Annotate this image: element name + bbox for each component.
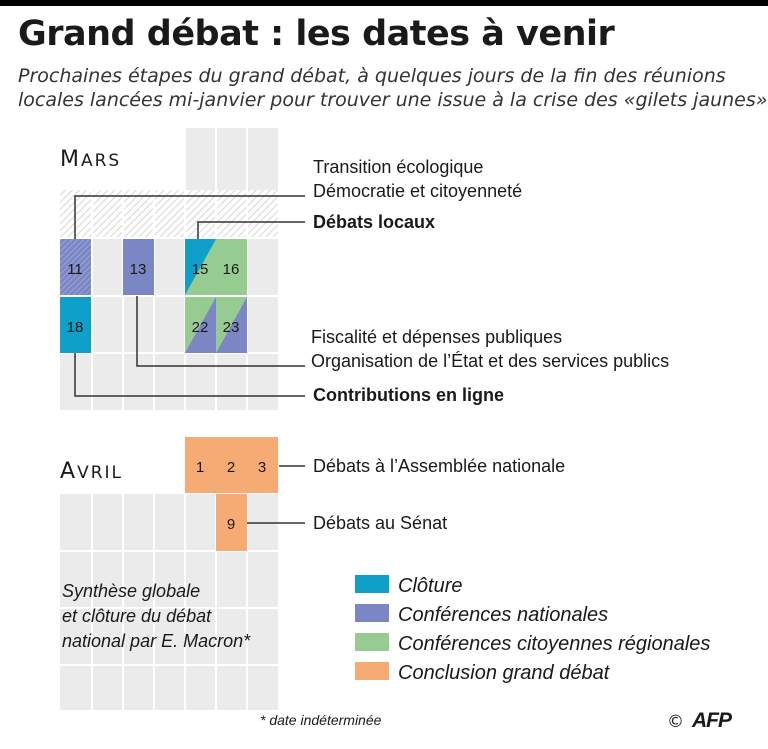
day-number: 13 — [130, 261, 147, 278]
day-cell-22: 22 — [185, 297, 216, 353]
day-number: 3 — [258, 459, 266, 476]
connector-lines — [74, 195, 305, 524]
event-contributions-en-ligne: Contributions en ligne — [313, 385, 504, 405]
legend-label: Conférences citoyennes régionales — [398, 633, 710, 655]
legend-item-conferences-nationales: Conférences nationales — [355, 604, 608, 626]
synthese-note: Synthèse globale et clôture du débat nat… — [62, 581, 251, 651]
legend-swatch-icon — [355, 633, 389, 651]
legend-label: Conférences nationales — [398, 604, 608, 626]
day-number: 2 — [227, 459, 235, 476]
footnote-date-indeterminee: * date indéterminée — [260, 712, 382, 728]
legend-swatch-icon — [355, 604, 389, 622]
page-title: Grand débat : les dates à venir — [18, 14, 615, 54]
day-number: 1 — [196, 459, 204, 476]
top-bar — [0, 0, 768, 6]
day-cell-16: 16 — [216, 239, 247, 295]
event-transition-ecologique: Transition écologique — [313, 157, 483, 177]
day-number: 15 — [192, 261, 209, 278]
month-mars: MARS — [60, 147, 121, 172]
day-cell-23: 23 — [216, 297, 247, 353]
legend-swatch-icon — [355, 662, 389, 680]
event-organisation-etat: Organisation de l’État et des services p… — [311, 351, 669, 371]
page-subtitle: Prochaines étapes du grand débat, à quel… — [18, 64, 768, 112]
legend-item-conferences-regionales: Conférences citoyennes régionales — [355, 633, 710, 655]
day-number: 9 — [227, 516, 235, 533]
day-number: 23 — [223, 319, 240, 336]
afp-credit: © AFP — [667, 709, 734, 732]
day-cell-1: 1 — [185, 437, 216, 493]
day-cell-13: 13 — [123, 239, 154, 295]
day-number: 22 — [192, 319, 209, 336]
synthese-line-2: et clôture du débat — [62, 606, 212, 626]
legend-item-cloture: Clôture — [355, 575, 462, 597]
day-cell-9: 9 — [216, 494, 247, 551]
subtitle-line-2: locales lancées mi-janvier pour trouver … — [18, 89, 768, 111]
event-assemblee-nationale: Débats à l’Assemblée nationale — [313, 456, 565, 476]
day-cell-15: 15 — [185, 239, 216, 295]
synthese-line-3: national par E. Macron* — [62, 631, 251, 651]
legend: Clôture Conférences nationales Conférenc… — [355, 575, 710, 684]
day-number: 16 — [223, 261, 240, 278]
event-senat: Débats au Sénat — [313, 513, 447, 533]
day-number: 11 — [67, 261, 83, 278]
subtitle-line-1: Prochaines étapes du grand débat, à quel… — [18, 65, 726, 87]
legend-label: Conclusion grand débat — [398, 662, 611, 684]
month-avril: AVRIL — [60, 459, 123, 484]
day-number: 18 — [67, 319, 84, 336]
copyright-icon: © — [667, 712, 684, 732]
legend-swatch-icon — [355, 575, 389, 593]
day-cell-18: 18 — [60, 297, 91, 353]
synthese-line-1: Synthèse globale — [62, 581, 200, 601]
event-debats-locaux: Débats locaux — [313, 212, 435, 232]
event-democratie-citoyennete: Démocratie et citoyenneté — [313, 181, 522, 201]
event-fiscalite: Fiscalité et dépenses publiques — [311, 327, 562, 347]
day-cell-2: 2 — [216, 437, 247, 493]
afp-logo: AFP — [691, 709, 733, 732]
legend-label: Clôture — [398, 575, 462, 597]
legend-item-conclusion: Conclusion grand débat — [355, 662, 611, 684]
day-cell-3: 3 — [247, 437, 278, 493]
day-cell-11: 11 — [60, 239, 91, 295]
